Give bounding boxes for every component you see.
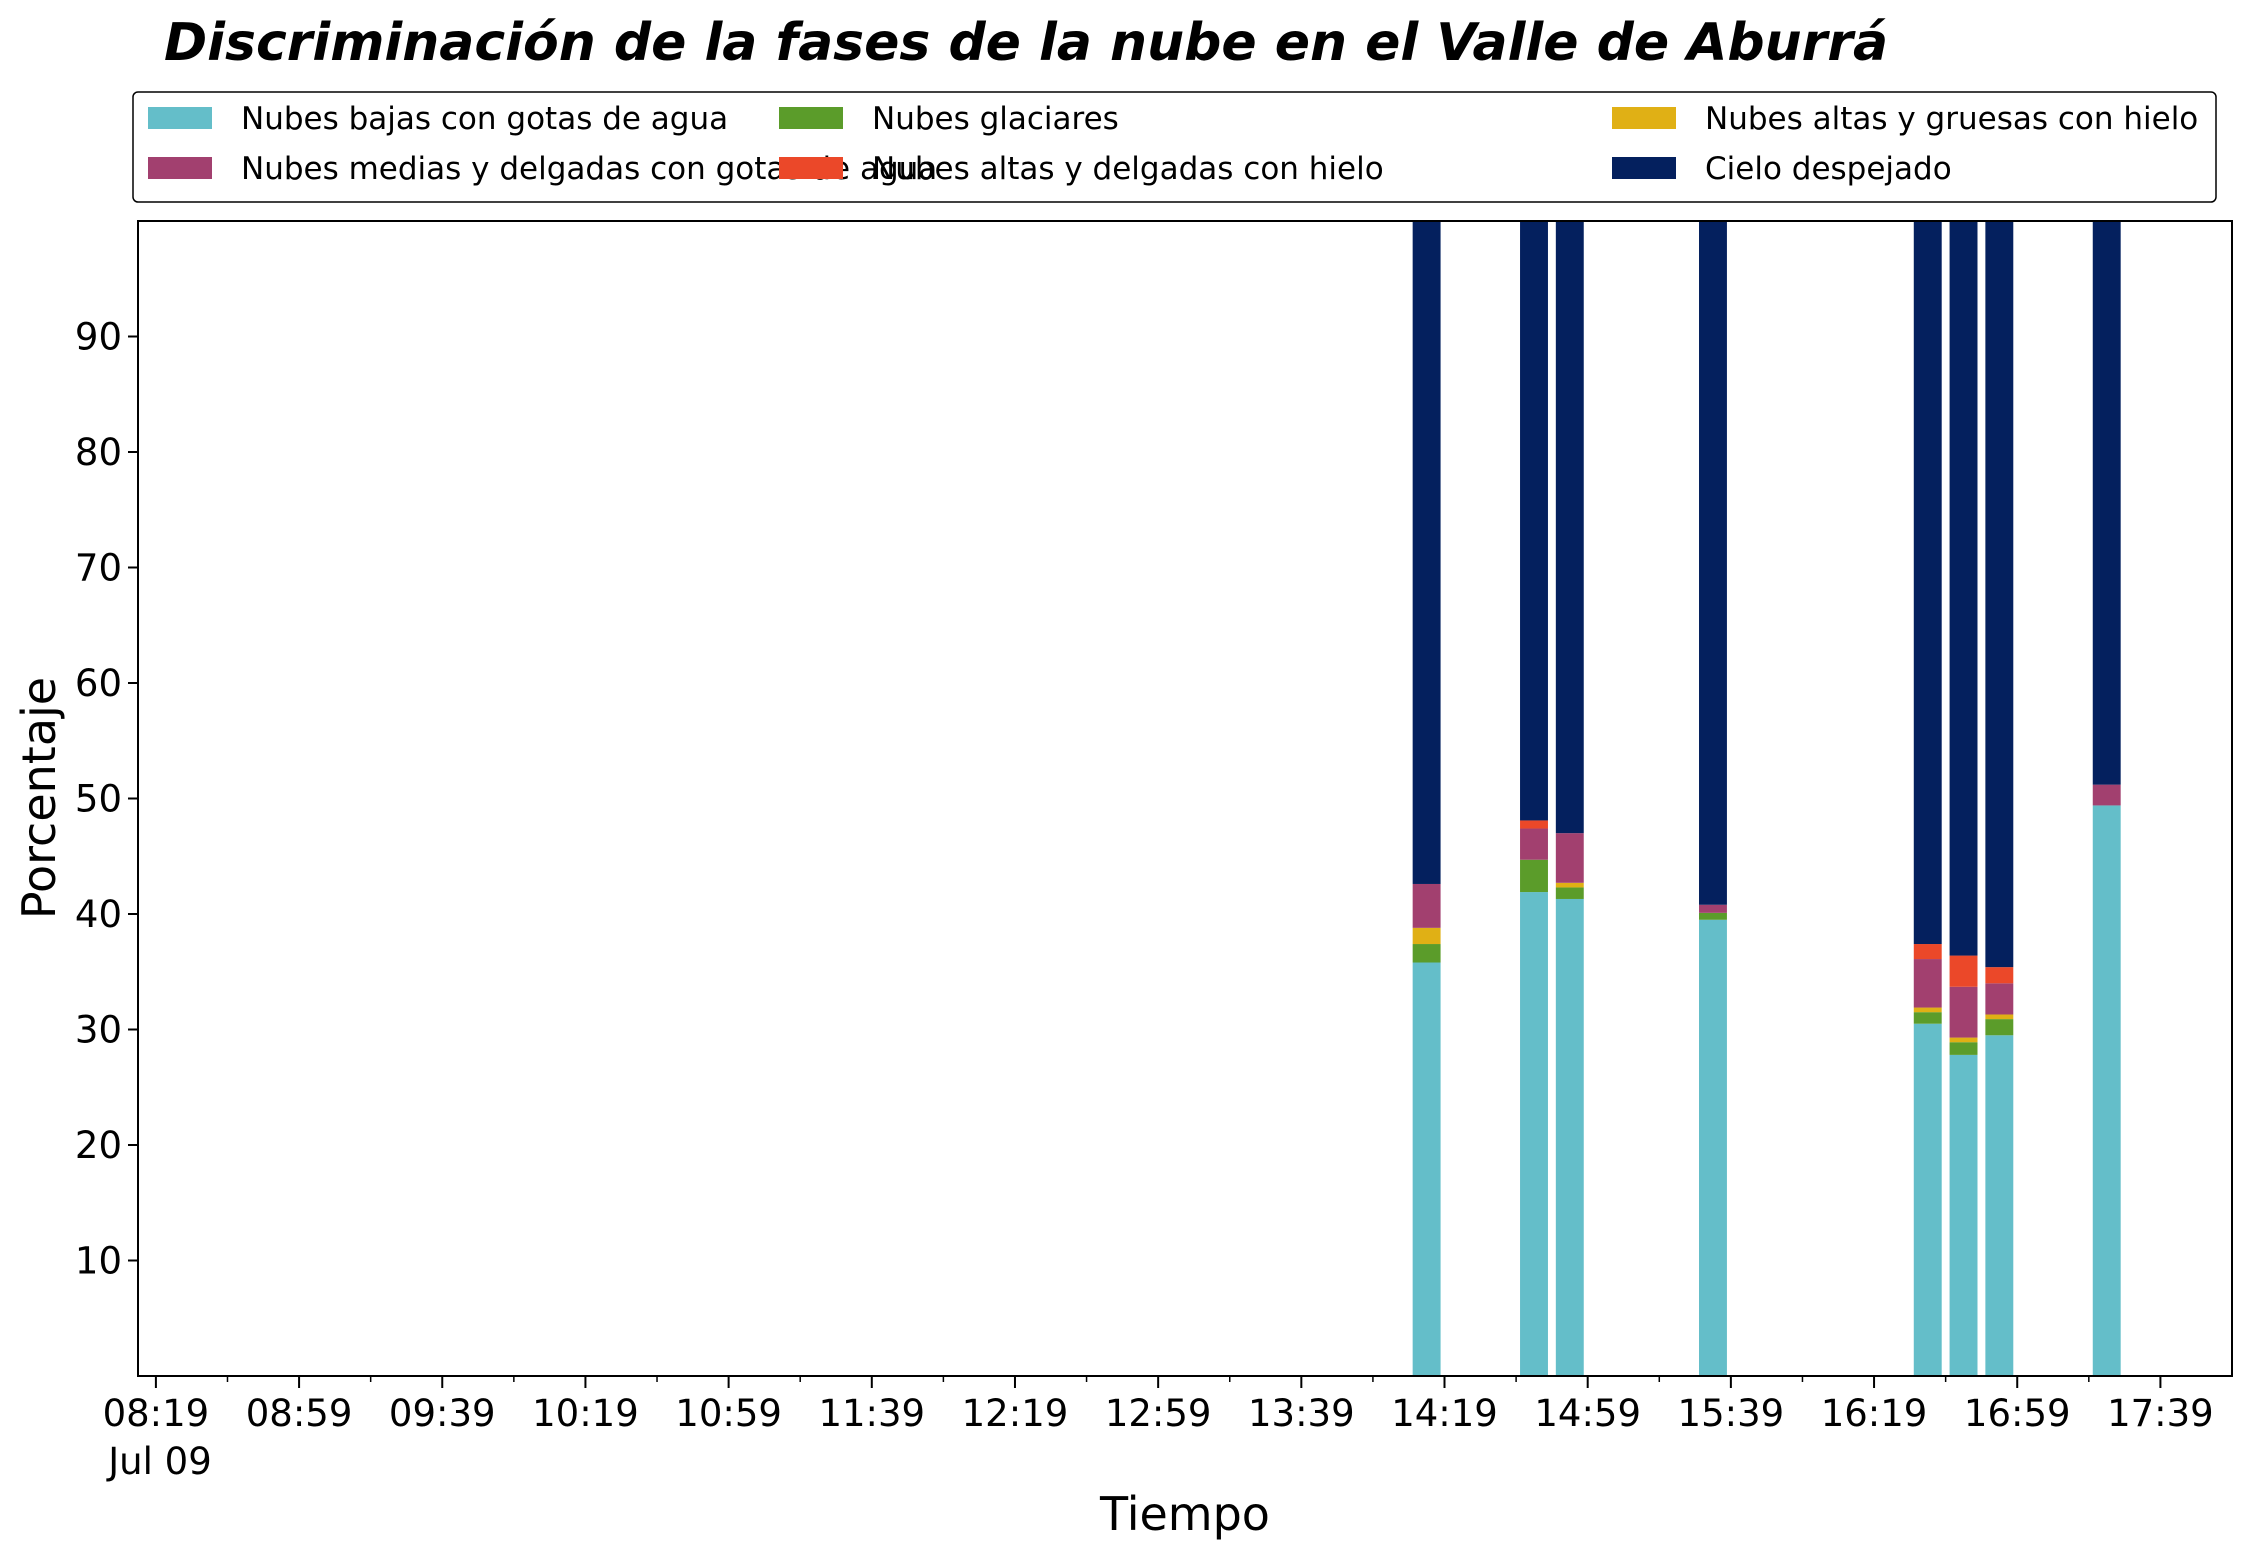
x-tick-label: 12:59 (1105, 1392, 1212, 1435)
bar-segment (1699, 912, 1727, 920)
x-tick-label: 08:59 (246, 1392, 353, 1435)
bar-segment (1555, 898, 1584, 1376)
y-tick-label: 30 (75, 1009, 122, 1052)
x-tick-label: 13:39 (1248, 1392, 1355, 1435)
bar-segment (2092, 784, 2121, 806)
bar-segment (2092, 805, 2121, 1376)
x-tick-label: 14:19 (1391, 1392, 1498, 1435)
bar-segment (1985, 1019, 2014, 1036)
legend-swatch (148, 107, 212, 129)
bar-segment (1699, 904, 1727, 913)
legend-box (132, 91, 2217, 203)
bar-segment (1913, 1012, 1942, 1024)
y-axis-label: Porcentaje (12, 677, 66, 919)
bar-segment (1985, 221, 2014, 968)
bar-segment (1555, 221, 1584, 834)
bar-segment (1949, 955, 1978, 987)
bar-segment (1412, 221, 1441, 884)
legend-swatch (1612, 107, 1676, 129)
legend-swatch (148, 157, 212, 179)
x-tick-label: 12:19 (962, 1392, 1069, 1435)
bar-segment (1555, 833, 1584, 883)
bar-segment (1555, 887, 1584, 899)
legend-label: Nubes altas y delgadas con hielo (872, 151, 1384, 187)
x-axis-label: Tiempo (1099, 1487, 1270, 1541)
legend-swatch (779, 157, 843, 179)
legend-label: Cielo despejado (1705, 151, 1952, 187)
bar-segment (1412, 944, 1441, 963)
x-tick-label: 16:59 (1964, 1392, 2071, 1435)
bar-segment (1412, 927, 1441, 945)
x-tick-label: 14:59 (1534, 1392, 1641, 1435)
bar-segment (1985, 967, 2014, 984)
bar-segment (1985, 983, 2014, 1015)
y-tick-label: 70 (75, 547, 122, 590)
x-tick-label: 10:19 (532, 1392, 639, 1435)
legend-swatch (1612, 157, 1676, 179)
x-tick-label: 15:39 (1678, 1392, 1785, 1435)
legend-label: Nubes altas y gruesas con hielo (1705, 101, 2198, 137)
bar-segment (1949, 986, 1978, 1038)
x-tick-label: 11:39 (818, 1392, 925, 1435)
y-tick-label: 90 (75, 316, 122, 359)
bar-segment (1699, 919, 1727, 1376)
legend-label: Nubes bajas con gotas de agua (241, 101, 728, 137)
bar-segment (1949, 221, 1978, 956)
y-tick-label: 60 (75, 662, 122, 705)
y-tick-label: 40 (75, 893, 122, 936)
legend-label: Nubes glaciares (872, 101, 1119, 137)
bar-segment (1412, 962, 1441, 1376)
bar-segment (1520, 892, 1548, 1376)
x-tick-label: 09:39 (389, 1392, 496, 1435)
bars (1412, 221, 2121, 1376)
bar-segment (1949, 1037, 1978, 1043)
bar-segment (1520, 828, 1548, 860)
bar-segment (2092, 221, 2121, 785)
y-axis: 10 20 30 40 50 60 70 80 90 (75, 316, 138, 1283)
bar-segment (1913, 221, 1942, 945)
x-tick-label: 17:39 (2107, 1392, 2214, 1435)
bar-segment (1913, 944, 1942, 960)
legend-swatch (779, 107, 843, 129)
bar-segment (1985, 1014, 2014, 1020)
y-tick-label: 20 (75, 1124, 122, 1167)
bar-segment (1949, 1042, 1978, 1055)
chart-title: Discriminación de la fases de la nube en… (164, 13, 1888, 73)
x-tick-label: 16:19 (1821, 1392, 1928, 1435)
x-tick-label: 10:59 (675, 1392, 782, 1435)
bar-segment (1520, 859, 1548, 893)
bar-segment (1412, 883, 1441, 928)
plot-frame (137, 220, 2233, 1377)
bar-segment (1699, 221, 1727, 905)
x-tick-label: 08:19 (103, 1392, 210, 1435)
bar-segment (1520, 221, 1548, 821)
y-tick-label: 80 (75, 431, 122, 474)
bar-segment (1985, 1035, 2014, 1376)
y-tick-label: 50 (75, 778, 122, 821)
y-tick-label: 10 (75, 1240, 122, 1283)
bar-segment (1949, 1054, 1978, 1376)
legend: Nubes bajas con gotas de agua Nubes glaci… (132, 91, 2217, 203)
x-axis-date-label: Jul 09 (106, 1440, 211, 1483)
x-axis: 08:19 08:59 09:39 10:19 10:59 11:39 12:19 12:59… (103, 1376, 2214, 1435)
bar-segment (1555, 882, 1584, 888)
bar-segment (1913, 959, 1942, 1008)
bar-segment (1520, 820, 1548, 829)
bar-segment (1913, 1023, 1942, 1376)
bar-segment (1913, 1007, 1942, 1013)
